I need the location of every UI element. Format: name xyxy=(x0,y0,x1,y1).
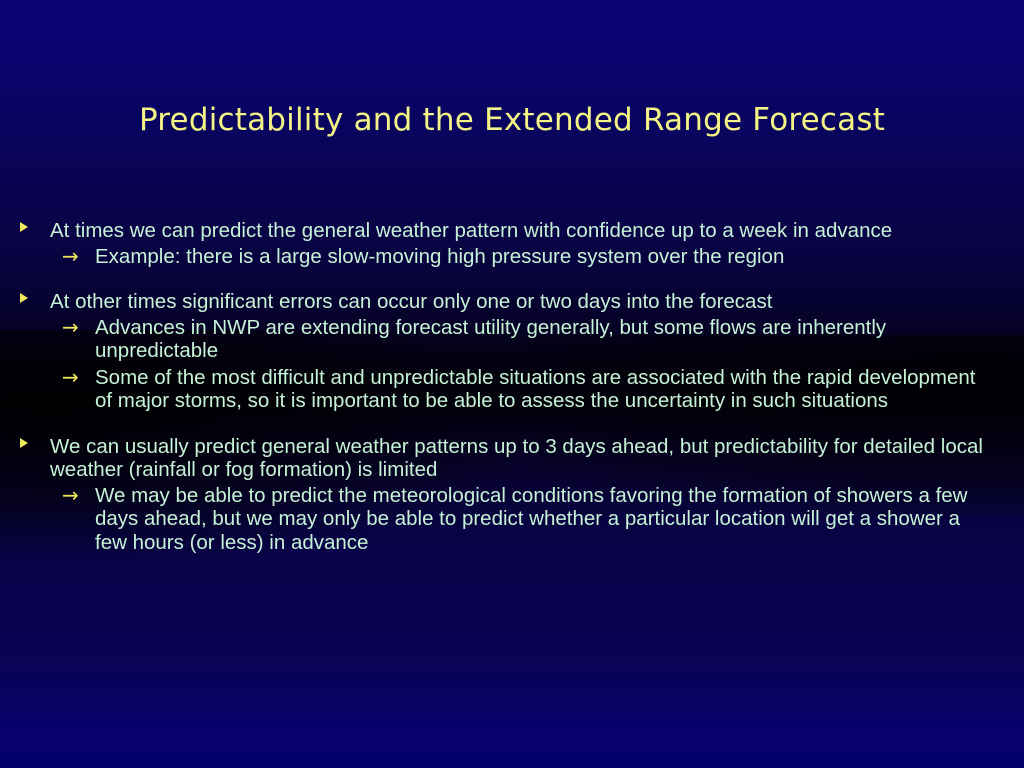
bullet-level1-text: We can usually predict general weather p… xyxy=(50,434,983,482)
spacer xyxy=(0,268,1024,290)
bullet-level2: → Advances in NWP are extending forecast… xyxy=(0,314,1024,363)
arrow-right-icon: → xyxy=(62,364,79,389)
spacer xyxy=(0,413,1024,435)
arrow-right-icon: → xyxy=(62,243,79,268)
bullet-group: We can usually predict general weather p… xyxy=(0,435,1024,555)
bullet-level1: At times we can predict the general weat… xyxy=(0,219,1024,243)
bullet-level1: We can usually predict general weather p… xyxy=(0,435,1024,482)
bullet-level2-text: Advances in NWP are extending forecast u… xyxy=(95,315,887,363)
triangle-right-bullet-icon xyxy=(20,222,28,232)
bullet-level2: → Example: there is a large slow-moving … xyxy=(0,243,1024,269)
bullet-level2-text: Some of the most difficult and unpredict… xyxy=(95,365,976,413)
slide-title: Predictability and the Extended Range Fo… xyxy=(138,102,886,138)
arrow-right-icon: → xyxy=(62,482,79,507)
slide-body: At times we can predict the general weat… xyxy=(0,219,1024,554)
bullet-level2-text: Example: there is a large slow-moving hi… xyxy=(95,244,785,268)
bullet-level2: → Some of the most difficult and unpredi… xyxy=(0,364,1024,413)
triangle-right-bullet-icon xyxy=(20,437,28,448)
bullet-level1-text: At times we can predict the general weat… xyxy=(50,219,893,242)
triangle-right-bullet-icon xyxy=(20,293,28,303)
arrow-right-icon: → xyxy=(62,314,79,339)
bullet-level1-text: At other times significant errors can oc… xyxy=(50,290,773,313)
bullet-level1: At other times significant errors can oc… xyxy=(0,290,1024,314)
bullet-level2-text: We may be able to predict the meteorolog… xyxy=(95,483,968,554)
bullet-group: At times we can predict the general weat… xyxy=(0,219,1024,268)
bullet-level2: → We may be able to predict the meteorol… xyxy=(0,482,1024,555)
bullet-group: At other times significant errors can oc… xyxy=(0,290,1024,413)
